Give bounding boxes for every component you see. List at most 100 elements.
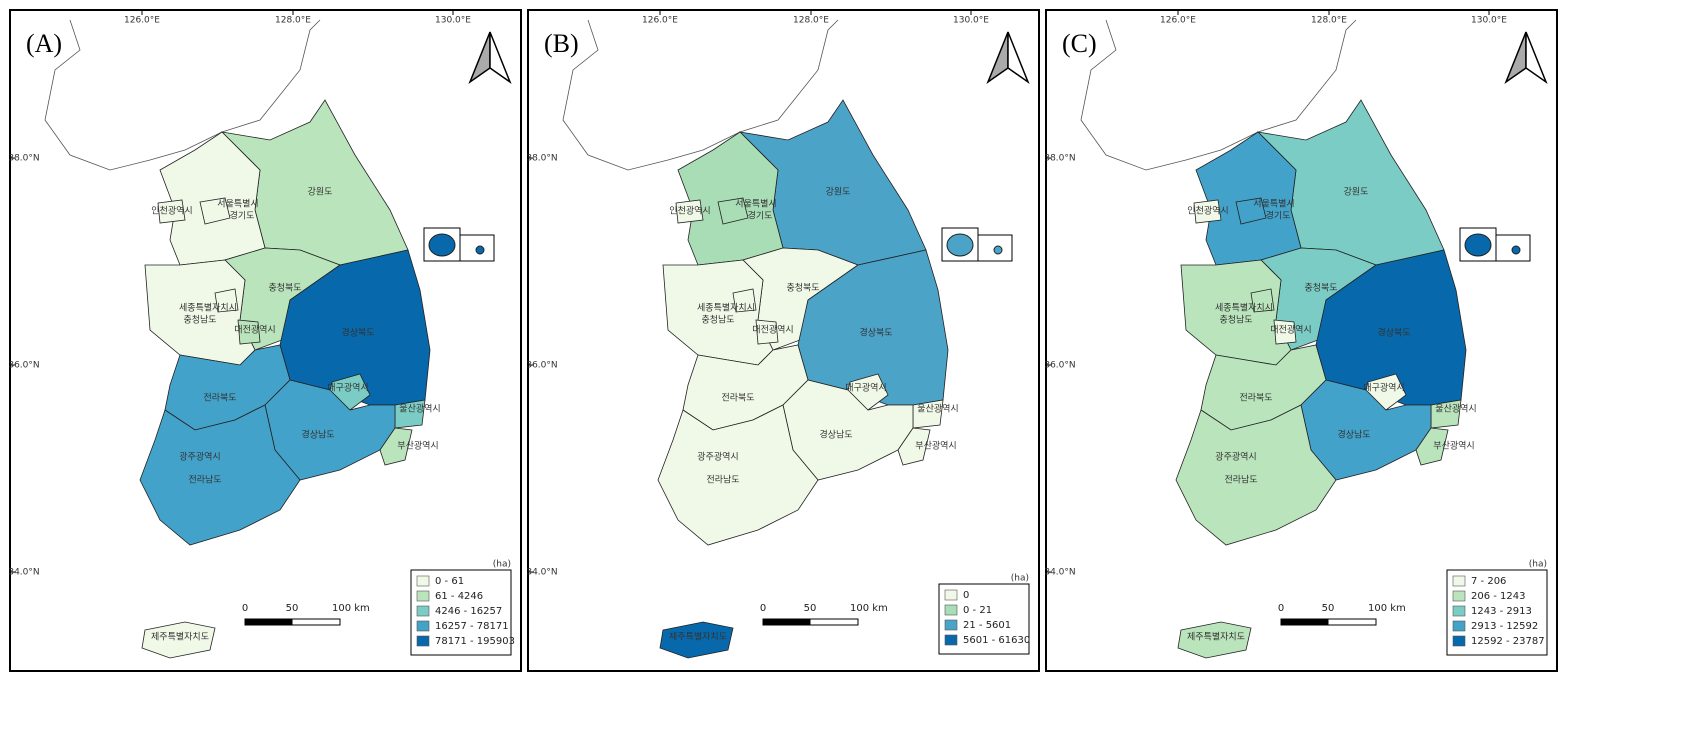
region	[755, 319, 779, 345]
scale-bar-white	[1327, 618, 1377, 626]
region	[1175, 404, 1337, 546]
north-korea-coast	[562, 19, 839, 171]
legend-swatch	[416, 575, 430, 587]
region-label: 대전광역시	[1270, 324, 1311, 336]
region-label: 전라남도	[706, 475, 739, 486]
dokdo	[993, 245, 1003, 255]
region-label: 경기도	[230, 210, 255, 222]
north-arrow-right	[1007, 31, 1030, 85]
region-label: 경상남도	[301, 429, 334, 441]
region	[1415, 427, 1449, 466]
legend-label: 4246 - 16257	[435, 606, 502, 617]
region	[157, 199, 186, 224]
region	[379, 427, 413, 466]
north-korea-coast	[44, 19, 321, 171]
region	[141, 621, 216, 659]
region-label: 경상남도	[819, 429, 852, 441]
north-arrow-right	[489, 31, 512, 85]
region	[732, 288, 757, 313]
scale-bar-white	[291, 618, 341, 626]
legend-swatch	[416, 590, 430, 602]
region-label: 강원도	[826, 187, 851, 198]
region	[199, 197, 231, 225]
unit-label: (ha)	[1529, 560, 1547, 570]
legend-label: 0 - 21	[963, 605, 992, 616]
inset-frame	[1495, 234, 1531, 262]
region-label: 충청북도	[1304, 283, 1337, 294]
region-label: 세종특별자치시	[697, 302, 755, 314]
unit-label: (ha)	[493, 560, 511, 570]
region	[657, 404, 819, 546]
legend-swatch	[416, 620, 430, 632]
legend-label: 0 - 61	[435, 576, 464, 587]
region-label: 제주특별자치도	[669, 631, 727, 643]
legend-swatch	[944, 634, 958, 646]
region-label: 대전광역시	[234, 324, 275, 336]
scale-label: 50	[804, 603, 817, 614]
region-label: 인천광역시	[1187, 205, 1228, 217]
region-label: 강원도	[1344, 187, 1369, 198]
scale-label: 0	[242, 603, 248, 614]
legend-label: 12592 - 23787	[1471, 636, 1545, 647]
region-label: 제주특별자치도	[151, 631, 209, 643]
legend-swatch	[1452, 605, 1466, 617]
unit-label: (ha)	[1011, 574, 1029, 584]
lon-label: 128.0°E	[1311, 16, 1347, 26]
region	[1177, 621, 1252, 659]
north-korea-coast	[1080, 19, 1357, 171]
legend-swatch	[944, 619, 958, 631]
region-label: 제주특별자치도	[1187, 631, 1245, 643]
region	[1250, 288, 1275, 313]
region-label: 서울특별시	[217, 199, 258, 210]
region-label: 울산광역시	[917, 403, 958, 415]
lat-label: 36.0°N	[526, 361, 557, 371]
legend-label: 16257 - 78171	[435, 621, 509, 632]
region-label: 부산광역시	[1433, 440, 1474, 452]
legend-label: 61 - 4246	[435, 591, 483, 602]
region-label: 서울특별시	[1253, 199, 1294, 210]
legend-label: 0	[963, 590, 969, 601]
lon-label: 126.0°E	[1160, 16, 1196, 26]
region-label: 전라북도	[203, 393, 236, 404]
scale-label: 0	[1278, 603, 1284, 614]
region	[675, 199, 704, 224]
dokdo	[475, 245, 485, 255]
region	[1235, 197, 1267, 225]
lat-label: 34.0°N	[1044, 568, 1075, 578]
legend-swatch	[1452, 575, 1466, 587]
region-label: 광주광역시	[697, 451, 738, 463]
legend-swatch	[1452, 620, 1466, 632]
panel-label: (B)	[544, 29, 579, 58]
region	[1273, 319, 1297, 345]
legend-swatch	[1452, 635, 1466, 647]
region-label: 세종특별자치시	[179, 302, 237, 314]
ulleung-island	[428, 233, 456, 257]
region	[214, 288, 239, 313]
region	[897, 427, 931, 466]
region-label: 대구광역시	[327, 382, 368, 394]
region-label: 울산광역시	[1435, 403, 1476, 415]
legend-label: 206 - 1243	[1471, 591, 1526, 602]
scale-bar-black	[1280, 618, 1329, 626]
panel-label: (C)	[1062, 29, 1097, 58]
region-label: 충청북도	[268, 283, 301, 294]
region	[717, 197, 749, 225]
lon-label: 128.0°E	[793, 16, 829, 26]
scale-label: 100 km	[850, 603, 888, 614]
legend-label: 21 - 5601	[963, 620, 1011, 631]
region-label: 충청남도	[1219, 315, 1252, 326]
scale-label: 0	[760, 603, 766, 614]
lon-label: 126.0°E	[642, 16, 678, 26]
region-label: 울산광역시	[399, 403, 440, 415]
region-label: 대전광역시	[752, 324, 793, 336]
legend-label: 2913 - 12592	[1471, 621, 1538, 632]
lat-label: 38.0°N	[8, 154, 39, 164]
region-label: 인천광역시	[151, 205, 192, 217]
legend-label: 78171 - 195903	[435, 636, 515, 647]
lat-label: 34.0°N	[526, 568, 557, 578]
scale-label: 100 km	[332, 603, 370, 614]
